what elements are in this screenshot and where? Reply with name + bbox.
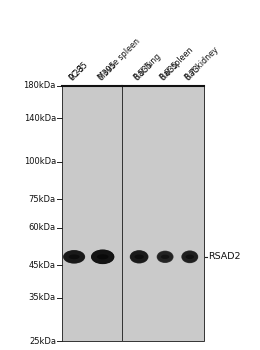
- Ellipse shape: [134, 254, 144, 259]
- Ellipse shape: [131, 252, 147, 262]
- Ellipse shape: [65, 252, 83, 262]
- Ellipse shape: [183, 252, 197, 262]
- Text: 180kDa: 180kDa: [23, 81, 56, 90]
- Ellipse shape: [64, 251, 84, 263]
- Text: Rat spleen: Rat spleen: [159, 46, 195, 82]
- Ellipse shape: [183, 252, 197, 262]
- Ellipse shape: [93, 251, 113, 262]
- Ellipse shape: [63, 250, 85, 263]
- Text: Rat lung: Rat lung: [133, 52, 163, 82]
- Ellipse shape: [158, 252, 173, 262]
- Ellipse shape: [158, 252, 172, 261]
- Ellipse shape: [132, 252, 147, 262]
- Bar: [122, 86, 204, 341]
- Ellipse shape: [157, 251, 174, 263]
- Ellipse shape: [92, 250, 114, 264]
- Ellipse shape: [157, 251, 173, 263]
- Ellipse shape: [183, 252, 196, 261]
- Ellipse shape: [91, 250, 114, 264]
- Ellipse shape: [64, 251, 84, 262]
- Ellipse shape: [130, 250, 148, 264]
- Ellipse shape: [65, 252, 83, 262]
- Text: 140kDa: 140kDa: [24, 114, 56, 123]
- Ellipse shape: [181, 251, 198, 263]
- Ellipse shape: [157, 251, 173, 262]
- Ellipse shape: [132, 252, 146, 261]
- Ellipse shape: [184, 253, 196, 261]
- Ellipse shape: [159, 253, 172, 261]
- Text: RSAD2: RSAD2: [208, 252, 240, 261]
- Ellipse shape: [130, 251, 148, 263]
- Text: 100kDa: 100kDa: [24, 158, 56, 166]
- Ellipse shape: [93, 251, 113, 263]
- Text: Rat kidney: Rat kidney: [184, 46, 220, 82]
- Ellipse shape: [159, 253, 171, 261]
- Ellipse shape: [182, 251, 198, 263]
- Ellipse shape: [181, 251, 198, 263]
- Ellipse shape: [161, 255, 169, 259]
- Ellipse shape: [131, 251, 148, 263]
- Ellipse shape: [97, 254, 109, 259]
- Text: 0.395: 0.395: [96, 60, 119, 82]
- Text: 0.635: 0.635: [159, 60, 181, 82]
- Ellipse shape: [64, 251, 84, 263]
- Ellipse shape: [69, 254, 80, 259]
- Ellipse shape: [158, 252, 172, 261]
- Ellipse shape: [91, 250, 114, 264]
- Text: PC-3: PC-3: [68, 63, 87, 82]
- Ellipse shape: [182, 251, 197, 262]
- Ellipse shape: [66, 252, 82, 261]
- Text: 75kDa: 75kDa: [29, 195, 56, 204]
- Ellipse shape: [131, 251, 147, 262]
- Ellipse shape: [158, 252, 172, 262]
- Ellipse shape: [66, 252, 83, 261]
- Ellipse shape: [63, 250, 85, 264]
- Text: Mouse spleen: Mouse spleen: [96, 37, 142, 82]
- Ellipse shape: [64, 251, 84, 262]
- Text: 25kDa: 25kDa: [29, 337, 56, 346]
- Text: 0.73: 0.73: [184, 63, 202, 82]
- Ellipse shape: [93, 252, 112, 262]
- Text: 35kDa: 35kDa: [29, 293, 56, 302]
- Ellipse shape: [94, 252, 112, 261]
- Ellipse shape: [131, 251, 147, 262]
- Ellipse shape: [94, 252, 112, 262]
- Ellipse shape: [157, 251, 173, 262]
- Ellipse shape: [183, 252, 197, 261]
- Ellipse shape: [130, 251, 148, 263]
- Text: 45kDa: 45kDa: [29, 261, 56, 270]
- Ellipse shape: [182, 251, 198, 262]
- Text: 0.535: 0.535: [133, 60, 155, 82]
- Text: 60kDa: 60kDa: [29, 223, 56, 232]
- Ellipse shape: [132, 252, 146, 261]
- Text: 0.285: 0.285: [68, 60, 90, 82]
- Ellipse shape: [92, 250, 113, 263]
- Bar: [62, 86, 122, 341]
- Ellipse shape: [186, 254, 194, 259]
- Ellipse shape: [92, 251, 113, 263]
